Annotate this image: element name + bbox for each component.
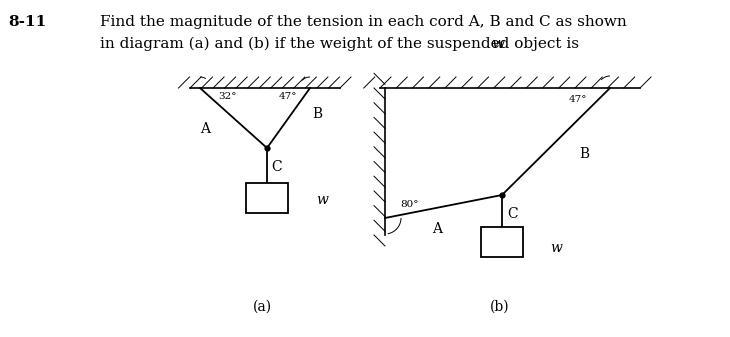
Text: 32°: 32°	[218, 92, 237, 101]
Text: 8-11: 8-11	[8, 15, 46, 29]
Text: 47°: 47°	[279, 92, 298, 101]
Text: w: w	[316, 193, 328, 207]
Bar	[481, 227, 523, 257]
Text: (a): (a)	[253, 300, 272, 314]
Text: C: C	[507, 207, 518, 221]
Text: 47°: 47°	[569, 95, 588, 104]
Text: A: A	[432, 222, 442, 236]
Text: .: .	[499, 37, 504, 51]
Text: in diagram (a) and (b) if the weight of the suspended object is: in diagram (a) and (b) if the weight of …	[100, 37, 584, 51]
Text: C: C	[271, 160, 282, 174]
Bar	[246, 183, 288, 213]
Text: B: B	[312, 107, 322, 121]
Text: 80°: 80°	[400, 200, 418, 209]
Text: w: w	[491, 37, 504, 51]
Text: (b): (b)	[490, 300, 510, 314]
Text: A: A	[200, 122, 210, 136]
Text: w: w	[550, 241, 562, 255]
Text: Find the magnitude of the tension in each cord A, B and C as shown: Find the magnitude of the tension in eac…	[100, 15, 627, 29]
Text: B: B	[579, 147, 589, 161]
